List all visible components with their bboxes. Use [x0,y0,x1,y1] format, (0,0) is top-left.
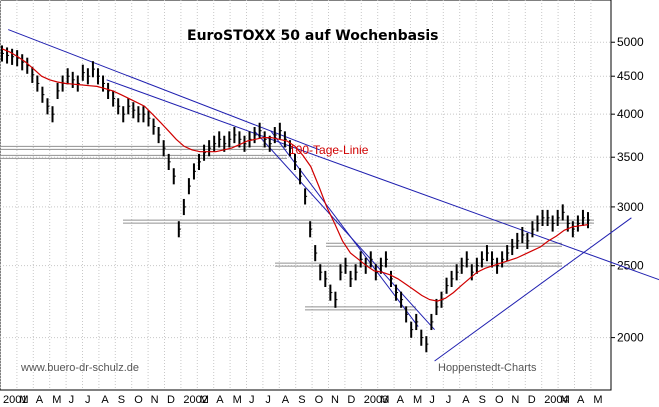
y-tick-label: 4000 [617,107,644,121]
x-tick-label: 2003 [364,394,388,406]
chart-title: EuroSTOXX 50 auf Wochenbasis [187,28,439,44]
x-tick-label: J [265,394,271,406]
x-tick-label: M [380,394,389,406]
trendline [253,130,435,330]
y-tick-label: 2500 [617,259,644,273]
x-tick-label: 2004 [544,394,568,406]
x-tick-label: S [479,394,486,406]
x-tick-label: M [233,394,242,406]
x-tick-label: J [85,394,91,406]
x-tick-label: J [446,394,452,406]
x-tick-label: N [331,394,339,406]
x-tick-label: M [413,394,422,406]
x-tick-label: A [577,394,585,406]
x-tick-label: S [298,394,305,406]
x-tick-label: A [462,394,470,406]
moving-average-label: 100-Tage-Linie [289,143,369,157]
x-tick-label: A [282,394,290,406]
trendline [434,217,632,362]
x-tick-label: M [52,394,61,406]
x-tick-label: M [593,394,602,406]
x-tick-label: O [495,394,504,406]
x-tick-label: D [167,394,175,406]
x-tick-label: M [19,394,28,406]
x-tick-label: 2001 [3,394,27,406]
source-right: Hoppenstedt-Charts [438,362,537,374]
x-tick-label: J [69,394,75,406]
x-tick-label: S [118,394,125,406]
x-tick-label: A [397,394,405,406]
trendline [106,79,659,281]
y-tick-label: 4500 [617,69,644,83]
moving-average-line [1,48,589,302]
x-tick-label: N [151,394,159,406]
y-tick-label: 5000 [617,35,644,49]
x-tick-label: 2002 [183,394,207,406]
x-tick-label: N [511,394,519,406]
x-tick-label: M [561,394,570,406]
y-tick-label: 2000 [617,331,644,345]
y-tick-label: 3000 [617,200,644,214]
x-tick-label: O [134,394,143,406]
x-tick-label: A [216,394,224,406]
x-tick-label: D [528,394,536,406]
x-tick-label: J [249,394,255,406]
source-left: www.buero-dr-schulz.de [20,362,139,374]
x-tick-label: D [347,394,355,406]
x-tick-label: A [36,394,44,406]
x-tick-label: A [101,394,109,406]
x-tick-label: M [200,394,209,406]
y-tick-label: 3500 [617,150,644,164]
x-tick-label: O [315,394,324,406]
x-tick-label: J [429,394,435,406]
trendline [8,29,320,151]
